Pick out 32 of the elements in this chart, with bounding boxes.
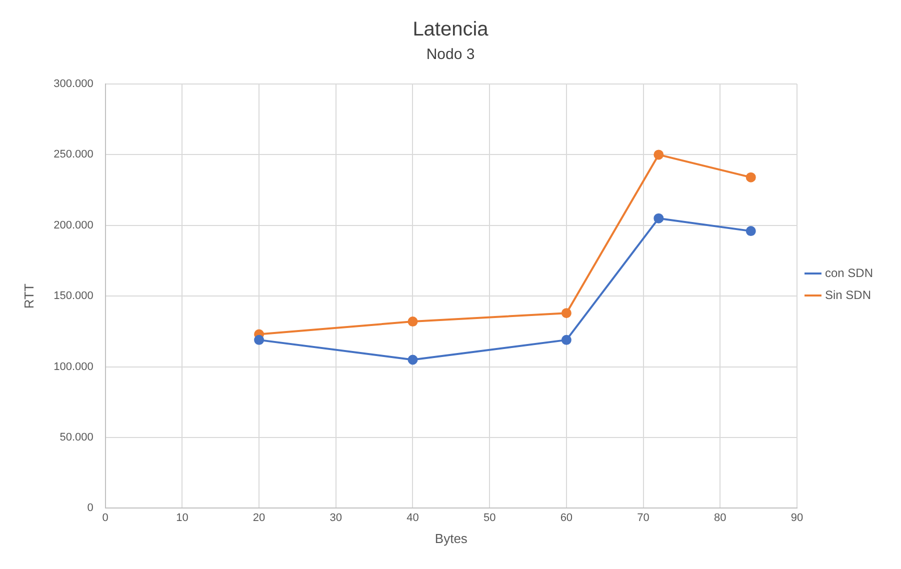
chart-title: Latencia [412, 18, 490, 41]
y-axis-title: RTT [21, 284, 36, 309]
x-tick-label: 30 [330, 512, 342, 524]
point [654, 150, 664, 160]
y-tick-label: 150.000 [54, 290, 94, 302]
point [561, 308, 572, 318]
x-tick-label: 20 [252, 512, 266, 524]
point [746, 226, 756, 236]
x-tick-label: 80 [714, 512, 726, 524]
point [408, 316, 418, 327]
y-tick-label: 200.000 [54, 219, 94, 232]
legend-label: Sin SDN [824, 288, 871, 302]
point [561, 334, 572, 345]
x-tick-label: 90 [790, 512, 804, 524]
point [746, 172, 756, 182]
x-tick-label: 60 [560, 512, 573, 524]
x-axis-title: Bytes [434, 530, 468, 546]
x-tick-label: 10 [176, 512, 188, 524]
y-tick-label: 300.000 [54, 78, 94, 90]
y-tick-label: 50.000 [60, 432, 94, 444]
point [408, 354, 418, 365]
x-tick-label: 70 [637, 512, 650, 524]
x-tick-label: 50 [483, 512, 496, 524]
point [254, 334, 264, 345]
y-tick-label: 100.000 [54, 360, 94, 373]
legend-label: con SDN [824, 266, 874, 280]
chart-subtitle: Nodo 3 [426, 46, 475, 64]
point [654, 213, 664, 224]
x-tick-label: 40 [406, 512, 419, 524]
y-tick-label: 250.000 [54, 148, 94, 161]
y-tick-label: 0 [87, 502, 94, 514]
x-tick-label: 0 [102, 512, 108, 524]
